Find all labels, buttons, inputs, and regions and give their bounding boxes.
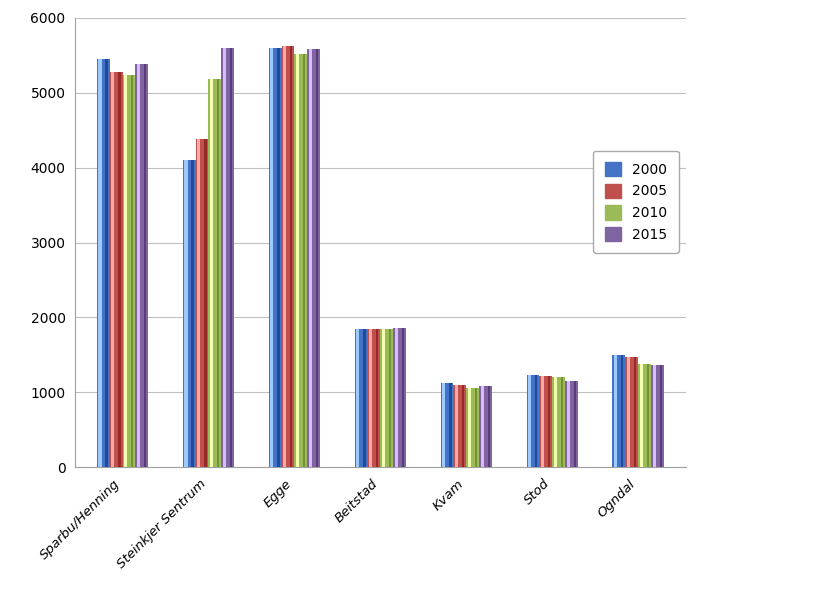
Bar (135, 65, 148, 467)
Bar (196, 140, 208, 467)
Bar (204, 140, 206, 467)
Bar (294, 54, 308, 467)
Bar (222, 48, 234, 467)
Bar (561, 377, 563, 467)
Bar (230, 48, 232, 467)
Bar (197, 140, 201, 467)
Bar (565, 381, 578, 467)
Bar (97, 59, 110, 467)
Bar (638, 364, 651, 467)
Bar (308, 49, 320, 467)
Bar (567, 381, 570, 467)
Bar (621, 355, 624, 467)
Bar (535, 375, 538, 467)
Bar (282, 47, 294, 467)
Bar (123, 75, 135, 467)
Bar (368, 329, 380, 467)
Bar (651, 365, 664, 467)
Bar (296, 54, 299, 467)
Bar (614, 355, 617, 467)
Bar (370, 329, 372, 467)
Bar (653, 365, 656, 467)
Bar (640, 364, 643, 467)
Bar (144, 65, 146, 467)
Bar (613, 355, 625, 467)
Legend: 2000, 2005, 2010, 2015: 2000, 2005, 2010, 2015 (594, 151, 679, 253)
Bar (449, 383, 451, 467)
Bar (208, 79, 222, 467)
Bar (389, 329, 391, 467)
Bar (183, 160, 196, 467)
Bar (363, 329, 365, 467)
Bar (442, 383, 446, 467)
Bar (382, 329, 385, 467)
Bar (124, 75, 127, 467)
Bar (99, 59, 101, 467)
Bar (625, 357, 638, 467)
Bar (646, 364, 650, 467)
Bar (455, 385, 458, 467)
Bar (453, 385, 466, 467)
Bar (118, 72, 120, 467)
Bar (376, 329, 379, 467)
Bar (270, 48, 273, 467)
Bar (137, 65, 140, 467)
Bar (380, 329, 393, 467)
Bar (401, 328, 405, 467)
Bar (105, 59, 108, 467)
Bar (541, 376, 544, 467)
Bar (290, 47, 293, 467)
Bar (487, 386, 490, 467)
Bar (573, 381, 576, 467)
Bar (527, 375, 539, 467)
Bar (468, 388, 472, 467)
Bar (554, 377, 557, 467)
Bar (283, 47, 287, 467)
Bar (217, 79, 219, 467)
Bar (627, 357, 630, 467)
Bar (354, 329, 368, 467)
Bar (553, 377, 565, 467)
Bar (223, 48, 227, 467)
Bar (303, 54, 305, 467)
Bar (441, 383, 453, 467)
Bar (479, 386, 492, 467)
Bar (528, 375, 532, 467)
Bar (395, 328, 398, 467)
Bar (481, 386, 484, 467)
Bar (191, 160, 194, 467)
Bar (660, 365, 662, 467)
Bar (131, 75, 134, 467)
Bar (111, 72, 115, 467)
Bar (210, 79, 213, 467)
Bar (268, 48, 282, 467)
Bar (634, 357, 636, 467)
Bar (548, 376, 550, 467)
Bar (184, 160, 187, 467)
Bar (461, 385, 465, 467)
Bar (356, 329, 359, 467)
Bar (277, 48, 279, 467)
Bar (475, 388, 477, 467)
Bar (110, 72, 123, 467)
Bar (309, 49, 312, 467)
Bar (393, 328, 406, 467)
Bar (466, 388, 479, 467)
Bar (316, 49, 319, 467)
Bar (539, 376, 553, 467)
